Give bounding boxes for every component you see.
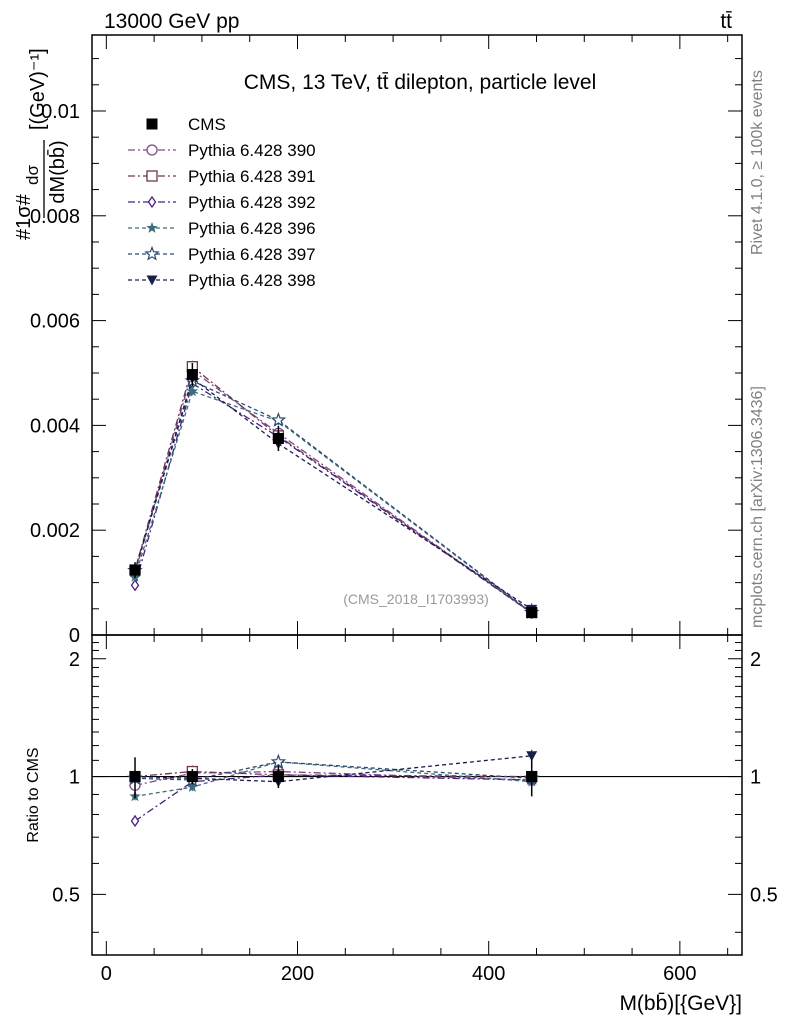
y-label-prefix: #1σ# bbox=[13, 193, 35, 240]
y-label-denominator: dM(bb̄) bbox=[46, 140, 69, 203]
y-tick-label: 0.004 bbox=[30, 415, 80, 437]
ratio-tick-label-right: 2 bbox=[750, 649, 761, 671]
legend-marker bbox=[146, 170, 158, 182]
legend-marker bbox=[146, 275, 158, 286]
series-398-line bbox=[134, 377, 533, 610]
legend-marker-cms bbox=[146, 118, 158, 130]
legend-item-396: Pythia 6.428 396 bbox=[128, 219, 316, 238]
rivet-version-label: Rivet 4.1.0, ≥ 100k events bbox=[749, 70, 766, 255]
ratio-series bbox=[127, 749, 540, 828]
y-label-units: [(GeV)⁻¹] bbox=[27, 48, 49, 130]
series-396-line bbox=[134, 390, 533, 614]
series-390 bbox=[129, 364, 538, 619]
y-tick-label: 0.002 bbox=[30, 520, 80, 542]
ratio-y-label: Ratio to CMS bbox=[25, 747, 42, 842]
process-label: tt̄ bbox=[720, 10, 732, 33]
x-tick-labels: 0 200 400 600 bbox=[101, 963, 697, 985]
series-392-line bbox=[134, 382, 533, 614]
legend-label: Pythia 6.428 398 bbox=[188, 271, 316, 290]
series-397-ratio-line bbox=[134, 761, 532, 781]
x-axis-label: M(bb̄)[{GeV}] bbox=[619, 992, 742, 1015]
legend-item-cms: CMS bbox=[146, 115, 226, 134]
legend-label: Pythia 6.428 397 bbox=[188, 245, 316, 264]
cms-data-point bbox=[186, 369, 198, 381]
legend-item-392: Pythia 6.428 392 bbox=[128, 193, 316, 212]
legend-label: Pythia 6.428 396 bbox=[188, 219, 316, 238]
series-398 bbox=[129, 372, 538, 616]
cms-data-point bbox=[272, 432, 284, 444]
series-398-ratio-line bbox=[134, 755, 532, 783]
cms-ratio-point bbox=[272, 771, 284, 783]
y-tick-labels: 0 0.002 0.004 0.006 0.008 0.01 bbox=[30, 101, 80, 647]
series-391-ratio-line bbox=[134, 770, 532, 778]
cms-ratio-point bbox=[186, 771, 198, 783]
series-397-point bbox=[270, 412, 287, 427]
legend-item-391: Pythia 6.428 391 bbox=[128, 167, 316, 186]
y-tick-label: 0.008 bbox=[30, 206, 80, 228]
series-396-ratio-point bbox=[186, 781, 199, 792]
y-tick-label: 0.006 bbox=[30, 311, 80, 333]
legend-label: Pythia 6.428 390 bbox=[188, 141, 316, 160]
x-tick-label: 400 bbox=[472, 963, 505, 985]
main-series bbox=[127, 360, 540, 620]
y-axis-label: #1σ# dσ dM(bb̄) [(GeV)⁻¹] bbox=[13, 48, 69, 240]
mcplots-label: mcplots.cern.ch [arXiv:1306.3436] bbox=[749, 386, 766, 628]
y-tick-label: 0.01 bbox=[41, 101, 80, 123]
series-392-point bbox=[130, 579, 140, 592]
series-390-line bbox=[134, 369, 533, 614]
x-tick-label: 0 bbox=[101, 963, 112, 985]
legend-label: CMS bbox=[188, 115, 226, 134]
series-396 bbox=[129, 385, 538, 619]
legend-marker bbox=[146, 144, 158, 156]
ratio-plot-frame bbox=[91, 634, 743, 956]
x-tick-label: 200 bbox=[281, 963, 314, 985]
ratio-tick-label-right: 0.5 bbox=[750, 884, 778, 906]
cms-data-point bbox=[129, 564, 141, 576]
ratio-tick-label-left: 0.5 bbox=[52, 884, 80, 906]
series-392-ratio-point bbox=[130, 814, 140, 828]
series-392 bbox=[130, 377, 536, 620]
legend-item-397: Pythia 6.428 397 bbox=[128, 245, 316, 264]
legend-label: Pythia 6.428 391 bbox=[188, 167, 316, 186]
series-396-ratio-line bbox=[134, 761, 532, 798]
analysis-watermark: (CMS_2018_I1703993) bbox=[343, 591, 489, 607]
cms-data bbox=[129, 363, 538, 618]
series-397-line bbox=[134, 379, 533, 614]
legend-marker bbox=[144, 245, 160, 261]
series-397-ratio-point bbox=[270, 753, 287, 769]
main-axis-ticks bbox=[92, 35, 742, 636]
x-tick-label: 600 bbox=[663, 963, 696, 985]
ratio-tick-labels: 0.5 0.5 1 1 2 2 bbox=[52, 649, 778, 907]
ratio-tick-label-right: 1 bbox=[750, 767, 761, 789]
legend-item-398: Pythia 6.428 398 bbox=[128, 271, 316, 290]
series-392-ratio-line bbox=[134, 774, 532, 822]
cms-data-point bbox=[526, 606, 538, 618]
legend-item-390: Pythia 6.428 390 bbox=[128, 141, 316, 160]
ratio-tick-label-left: 1 bbox=[69, 767, 80, 789]
ratio-axis-ticks bbox=[92, 635, 742, 955]
cms-data-ratio bbox=[129, 757, 538, 799]
legend-marker bbox=[147, 195, 157, 209]
y-tick-label: 0 bbox=[69, 625, 80, 647]
series-396-point bbox=[186, 385, 199, 397]
energy-label: 13000 GeV pp bbox=[104, 10, 239, 33]
series-398-ratio-point bbox=[526, 751, 538, 762]
legend-label: Pythia 6.428 392 bbox=[188, 193, 316, 212]
ratio-tick-label-left: 2 bbox=[69, 649, 80, 671]
plot-title: CMS, 13 TeV, tt̄ dilepton, particle leve… bbox=[244, 71, 597, 94]
series-397 bbox=[127, 372, 540, 620]
cms-ratio-point bbox=[526, 771, 538, 783]
series-391-line bbox=[134, 365, 533, 614]
series-391 bbox=[129, 360, 538, 619]
legend-marker bbox=[146, 222, 158, 233]
legend: CMS Pythia 6.428 390 Pythia 6.428 391 Pythi… bbox=[128, 115, 316, 290]
cms-ratio-point bbox=[129, 771, 141, 783]
y-label-numerator: dσ bbox=[23, 165, 42, 185]
